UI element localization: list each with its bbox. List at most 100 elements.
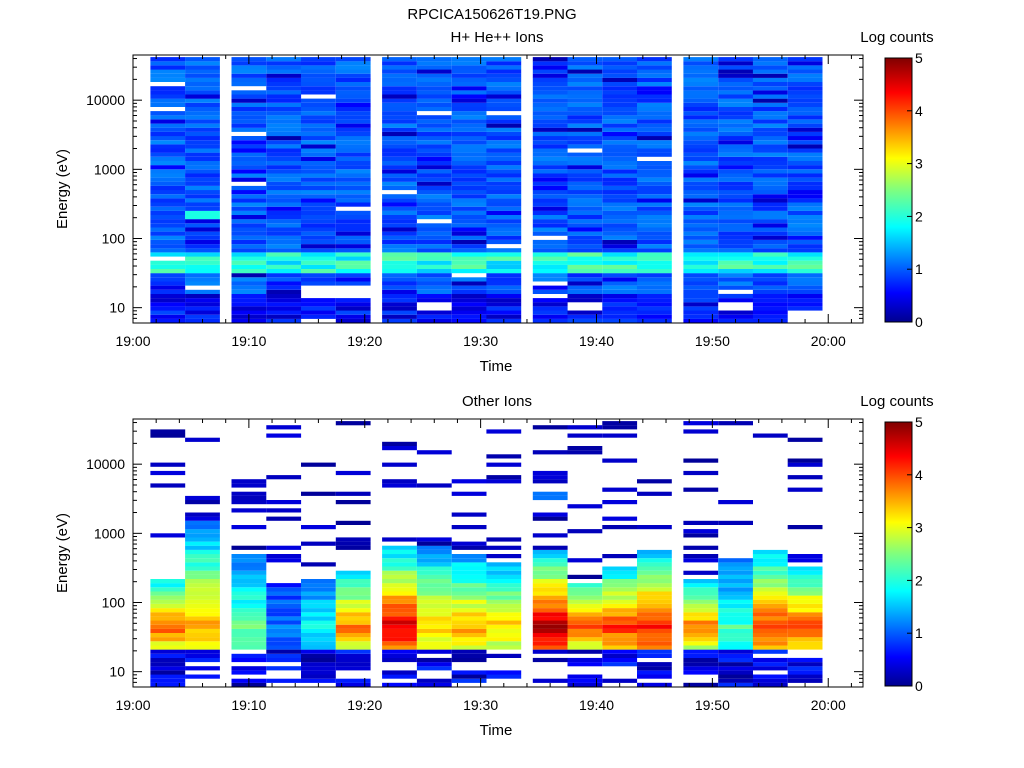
heatmap-cell [150,641,186,646]
heatmap-cell [532,119,568,124]
heatmap-cell [231,248,267,253]
heatmap-cell [752,61,788,66]
heatmap-cell [486,620,522,625]
heatmap-cell [683,127,719,132]
heatmap-cell [718,119,753,124]
heatmap-cell [718,616,753,621]
heatmap-cell [683,235,719,240]
heatmap-cell [451,641,487,646]
heatmap-cell [752,289,788,294]
heatmap-cell [150,657,186,663]
heatmap-cell [683,82,719,87]
heatmap-cell [683,529,719,534]
heatmap-cell [567,674,603,679]
heatmap-cell [486,674,522,679]
heatmap-cell [486,106,522,112]
heatmap-cell [416,73,452,78]
heatmap-cell [683,554,719,559]
heatmap-cell [150,318,186,323]
heatmap-cell [637,177,672,182]
heatmap-cell [752,181,788,186]
heatmap-cell [602,98,638,103]
heatmap-cell [486,210,522,215]
heatmap-cell [185,545,220,550]
heatmap-cell [301,190,336,195]
heatmap-cell [637,599,672,604]
heatmap-cell [787,298,823,303]
x-tick-label: 19:20 [347,697,382,713]
heatmap-cell [185,583,220,588]
heatmap-cell [150,433,186,438]
heatmap-cell [335,119,371,124]
heatmap-cell [602,148,638,153]
heatmap-cell [486,239,522,245]
heatmap-cell [382,624,417,629]
heatmap-cell [416,289,452,294]
heatmap-cell [266,545,302,550]
heatmap-cell [718,587,753,592]
heatmap-cell [185,215,220,220]
heatmap-cell [231,608,267,613]
heatmap-cell [567,574,603,579]
heatmap-cell [486,86,522,91]
heatmap-cell [451,256,487,261]
heatmap-cell [637,227,672,232]
heatmap-cell [451,570,487,575]
heatmap-cell [382,181,417,186]
heatmap-cell [335,616,371,621]
heatmap-cell [266,649,302,654]
heatmap-cell [451,136,487,141]
heatmap-cell [301,302,336,307]
heatmap-cell [718,131,753,137]
colorbar-tick-label: 1 [915,261,923,277]
heatmap-cell [382,608,417,613]
heatmap-cell [185,562,220,567]
heatmap-cell [382,136,417,141]
heatmap-cell [567,165,603,170]
heatmap-cell [787,198,823,203]
heatmap-cell [602,566,638,571]
heatmap-cell [752,620,788,625]
heatmap-cell [335,131,371,137]
heatmap-cell [301,239,336,245]
heatmap-cell [718,624,753,629]
heatmap-cell [486,537,522,542]
heatmap-cell [451,579,487,584]
heatmap-cell [185,248,220,253]
heatmap-cell [718,558,753,563]
heatmap-cell [602,235,638,240]
heatmap-cell [683,285,719,290]
heatmap-cell [486,77,522,82]
heatmap-cell [637,206,672,211]
heatmap-cell [451,562,487,567]
heatmap-cell [335,173,371,178]
heatmap-cell [567,198,603,203]
heatmap-cell [335,281,371,286]
heatmap-cell [532,570,568,575]
heatmap-cell [683,608,719,613]
heatmap-cell [301,616,336,621]
heatmap-cell [382,641,417,646]
heatmap-cell [486,429,522,434]
heatmap-cell [602,641,638,646]
heatmap-cell [637,65,672,70]
heatmap-cell [683,202,719,207]
colorbar-tick-label: 4 [915,467,923,483]
heatmap-cell [602,583,638,588]
heatmap-cell [266,173,302,178]
heatmap-cell [266,314,302,319]
heatmap-cell [335,603,371,609]
heatmap-cell [382,302,417,307]
heatmap-cell [416,641,452,646]
heatmap-cell [185,165,220,170]
heatmap-cell [266,624,302,629]
heatmap-cell [335,73,371,78]
y-tick-label: 10 [109,300,125,316]
heatmap-cell [231,620,267,625]
heatmap-cell [718,657,753,663]
heatmap-cell [752,595,788,600]
heatmap-cell [335,161,371,166]
heatmap-cell [185,194,220,199]
heatmap-cell [602,252,638,257]
heatmap-cell [382,94,417,99]
